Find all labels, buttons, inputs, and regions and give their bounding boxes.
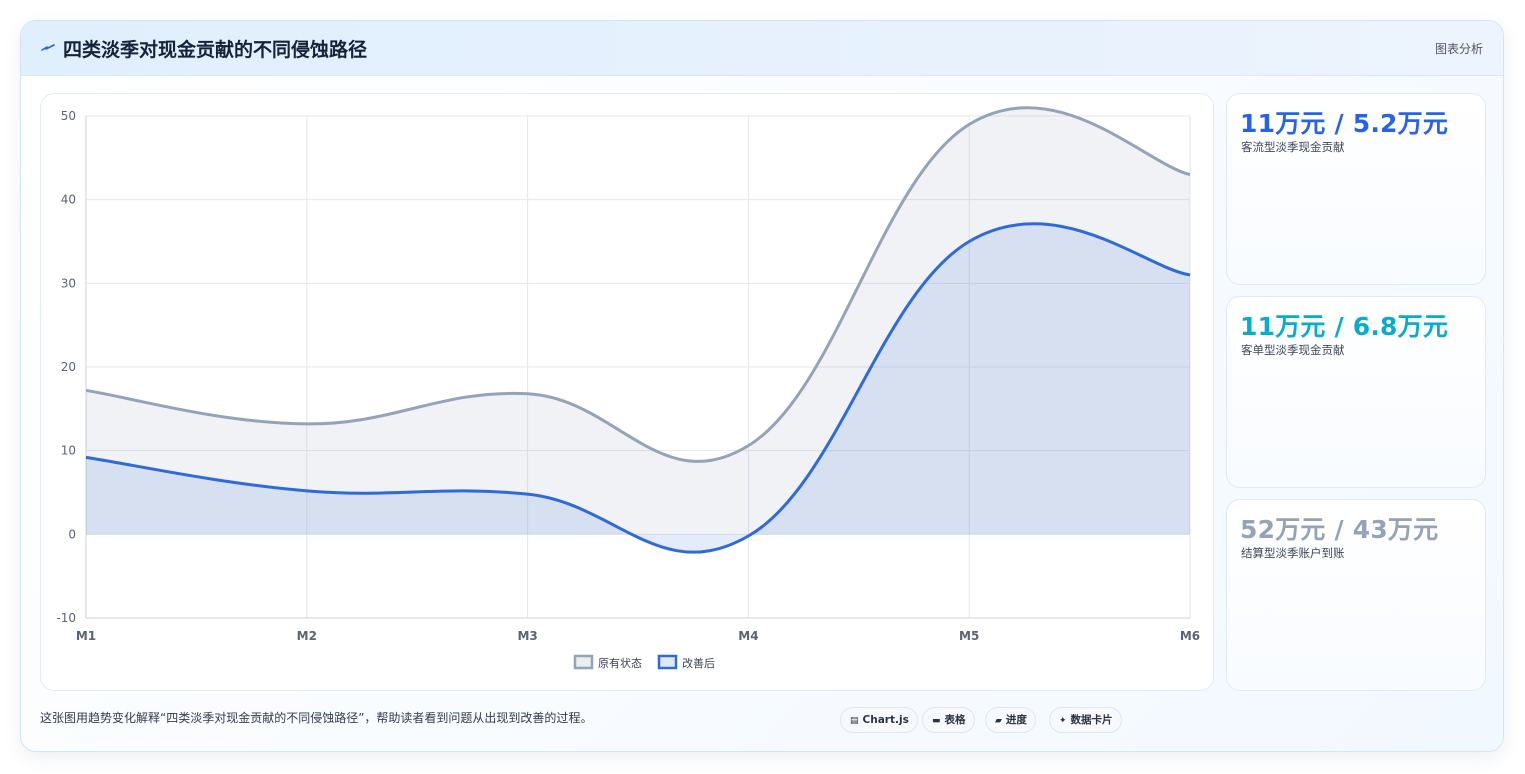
progress-icon: ▰ (995, 716, 1002, 726)
y-tick-label: 0 (68, 527, 76, 541)
stat-label: 客单型淡季现金贡献 (1241, 343, 1345, 357)
chip-label: Chart.js (862, 714, 909, 726)
stat-card-ticket: 11万元 / 6.8万元 客单型淡季现金贡献 (1226, 296, 1486, 488)
chart-caption: 这张图用趋势变化解释“四类淡季对现金贡献的不同侵蚀路径”，帮助读者看到问题从出现… (40, 711, 593, 725)
y-tick-label: -10 (56, 611, 76, 625)
series-line-1 (85, 106, 1191, 463)
x-tick-label: M1 (76, 629, 96, 643)
y-tick-label: 10 (61, 444, 76, 458)
series-area-1 (86, 107, 1190, 535)
y-tick-label: 50 (61, 109, 76, 123)
stat-card-traffic: 11万元 / 5.2万元 客流型淡季现金贡献 (1226, 93, 1486, 285)
y-tick-label: 40 (61, 193, 76, 207)
chip-data-card[interactable]: ✦ 数据卡片 (1049, 707, 1122, 733)
legend-swatch (657, 654, 678, 670)
chart-analysis-label: 图表分析 (1434, 42, 1483, 56)
stat-value: 11万元 / 5.2万元 (1240, 109, 1449, 138)
legend-label: 改善后 (682, 656, 715, 670)
chip-chartjs[interactable]: ▤ Chart.js (840, 707, 918, 733)
chart-panel: 50 40 30 20 10 0 -10 M1 M2 M3 M4 M5 M6 原有状态 改善后 (40, 93, 1214, 691)
chart-icon: ▤ (850, 716, 859, 726)
chip-table[interactable]: ▬ 表格 (922, 707, 975, 733)
card-header: 四类淡季对现金贡献的不同侵蚀路径 图表分析 (21, 21, 1503, 76)
chart-card: 四类淡季对现金贡献的不同侵蚀路径 图表分析 50 40 30 20 10 0 -10 M1 M2… (20, 20, 1504, 752)
legend-label: 原有状态 (598, 656, 642, 670)
table-icon: ▬ (932, 716, 941, 726)
trend-icon (41, 44, 55, 51)
legend-swatch (573, 654, 594, 670)
stat-label: 客流型淡季现金贡献 (1241, 140, 1345, 154)
stat-value: 11万元 / 6.8万元 (1240, 312, 1449, 341)
page-title: 四类淡季对现金贡献的不同侵蚀路径 (63, 39, 368, 61)
chip-label: 数据卡片 (1070, 714, 1113, 726)
x-tick-label: M6 (1180, 629, 1200, 643)
y-tick-label: 30 (61, 276, 76, 290)
stat-label: 结算型淡季账户到账 (1241, 546, 1345, 560)
series-line-2 (85, 222, 1191, 554)
y-tick-label: 20 (61, 360, 76, 374)
chip-label: 进度 (1005, 714, 1027, 726)
x-tick-label: M4 (738, 629, 758, 643)
x-tick-label: M2 (297, 629, 317, 643)
x-tick-label: M3 (517, 629, 537, 643)
chip-progress[interactable]: ▰ 进度 (985, 707, 1036, 733)
x-tick-label: M5 (959, 629, 979, 643)
sparkle-icon: ✦ (1059, 716, 1067, 726)
chip-label: 表格 (944, 714, 966, 726)
stat-card-settlement: 52万元 / 43万元 结算型淡季账户到账 (1226, 499, 1486, 691)
series-area-2 (86, 223, 1190, 553)
stat-value: 52万元 / 43万元 (1240, 515, 1439, 544)
